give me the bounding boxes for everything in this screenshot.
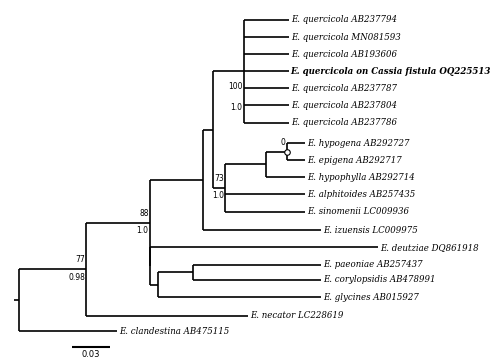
Text: E. quercicola on Cassia fistula OQ225513: E. quercicola on Cassia fistula OQ225513 [290, 67, 491, 76]
Text: E. quercicola AB193606: E. quercicola AB193606 [290, 50, 397, 59]
Text: 100: 100 [228, 82, 242, 91]
Text: E. sinomenii LC009936: E. sinomenii LC009936 [307, 207, 409, 216]
Text: 0.03: 0.03 [82, 350, 100, 359]
Text: 1.0: 1.0 [136, 227, 148, 235]
Text: 73: 73 [214, 174, 224, 183]
Text: 1.0: 1.0 [230, 103, 242, 112]
Text: 0.98: 0.98 [68, 273, 86, 282]
Text: E. quercicola AB237794: E. quercicola AB237794 [290, 16, 397, 24]
Text: E. clandestina AB475115: E. clandestina AB475115 [119, 327, 230, 336]
Text: E. quercicola AB237786: E. quercicola AB237786 [290, 118, 397, 127]
Text: E. alphitoides AB257435: E. alphitoides AB257435 [307, 190, 416, 199]
Text: E. deutziae DQ861918: E. deutziae DQ861918 [380, 243, 479, 252]
Text: 1.0: 1.0 [212, 191, 224, 201]
Text: E. hypophylla AB292714: E. hypophylla AB292714 [307, 173, 415, 182]
Text: E. corylopsidis AB478991: E. corylopsidis AB478991 [324, 275, 436, 285]
Text: E. glycines AB015927: E. glycines AB015927 [324, 292, 419, 302]
Text: 0: 0 [280, 138, 285, 147]
Text: E. hypogena AB292727: E. hypogena AB292727 [307, 139, 410, 148]
Text: E. quercicola MN081593: E. quercicola MN081593 [290, 33, 401, 42]
Text: E. necator LC228619: E. necator LC228619 [250, 311, 343, 320]
Text: E. quercicola AB237804: E. quercicola AB237804 [290, 101, 397, 110]
Text: 88: 88 [139, 209, 148, 218]
Text: E. izuensis LC009975: E. izuensis LC009975 [324, 226, 418, 235]
Text: E. quercicola AB237787: E. quercicola AB237787 [290, 84, 397, 93]
Text: E. epigena AB292717: E. epigena AB292717 [307, 156, 402, 165]
Text: E. paeoniae AB257437: E. paeoniae AB257437 [324, 260, 423, 269]
Text: 77: 77 [76, 255, 86, 264]
